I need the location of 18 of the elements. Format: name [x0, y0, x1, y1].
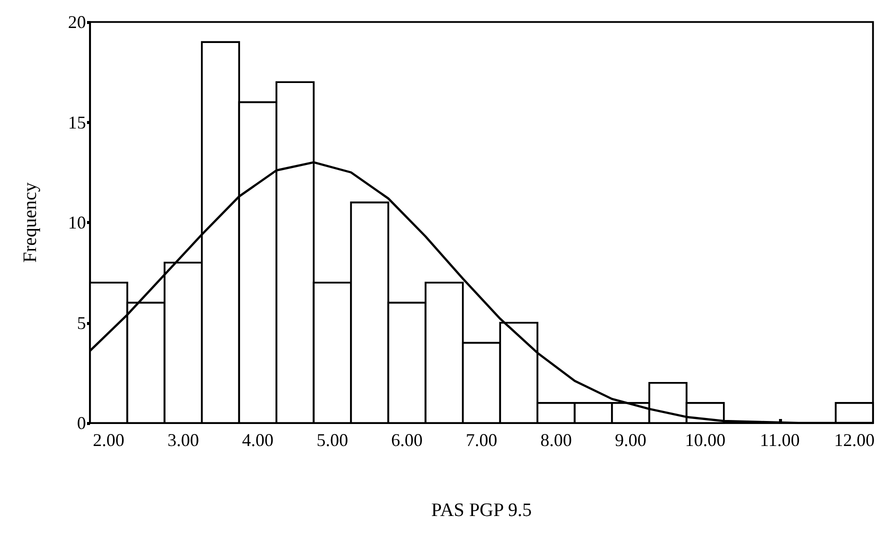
y-tick-label: 10 — [68, 212, 86, 232]
x-tick-label: 11.00 — [760, 430, 800, 450]
y-tick-label: 15 — [68, 112, 86, 132]
x-tick-label: 7.00 — [466, 430, 498, 450]
x-tick-label: 12.00 — [834, 430, 875, 450]
y-axis-title: Frequency — [20, 182, 41, 263]
x-tick-label: 2.00 — [92, 430, 124, 450]
x-tick-label: 4.00 — [242, 430, 274, 450]
x-tick-label: 9.00 — [614, 430, 646, 450]
x-tick-label: 10.00 — [684, 430, 726, 450]
x-tick-label: 5.00 — [316, 430, 348, 450]
x-tick-label: 8.00 — [540, 430, 572, 450]
x-tick-label: 3.00 — [167, 430, 199, 450]
y-tick-label: 5 — [77, 312, 86, 333]
y-tick-label: 20 — [68, 12, 86, 32]
x-tick-label: 6.00 — [391, 430, 423, 450]
x-axis-title: PAS PGP 9.5 — [431, 500, 532, 521]
y-tick-label: 0 — [77, 413, 86, 433]
